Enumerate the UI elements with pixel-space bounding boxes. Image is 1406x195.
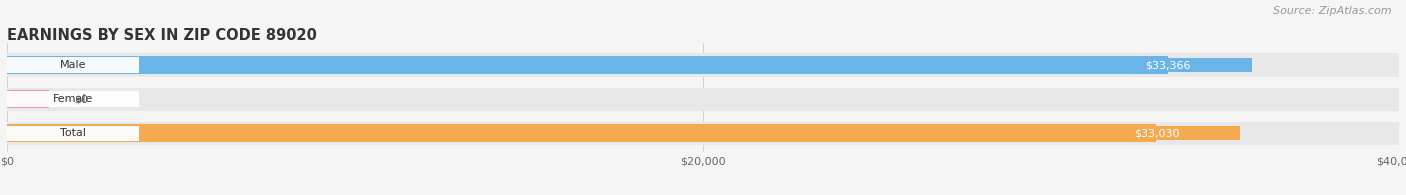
Text: Source: ZipAtlas.com: Source: ZipAtlas.com (1274, 6, 1392, 16)
Bar (7, 90, 49, 108)
Text: Total: Total (60, 128, 86, 138)
Text: Female: Female (53, 94, 93, 104)
Text: $33,366: $33,366 (1146, 60, 1191, 70)
Bar (1084, 58, 1251, 72)
Bar (7, 88, 1399, 111)
Bar (7, 124, 1156, 142)
Text: Male: Male (60, 60, 86, 70)
Bar (7, 91, 139, 107)
Bar (7, 56, 1168, 74)
Bar (1073, 126, 1240, 140)
Bar (7, 53, 1399, 77)
Text: EARNINGS BY SEX IN ZIP CODE 89020: EARNINGS BY SEX IN ZIP CODE 89020 (7, 28, 316, 43)
Bar (7, 126, 139, 141)
Text: $33,030: $33,030 (1133, 128, 1180, 138)
Text: $0: $0 (75, 94, 87, 104)
Bar (7, 122, 1399, 145)
Bar (7, 57, 139, 73)
